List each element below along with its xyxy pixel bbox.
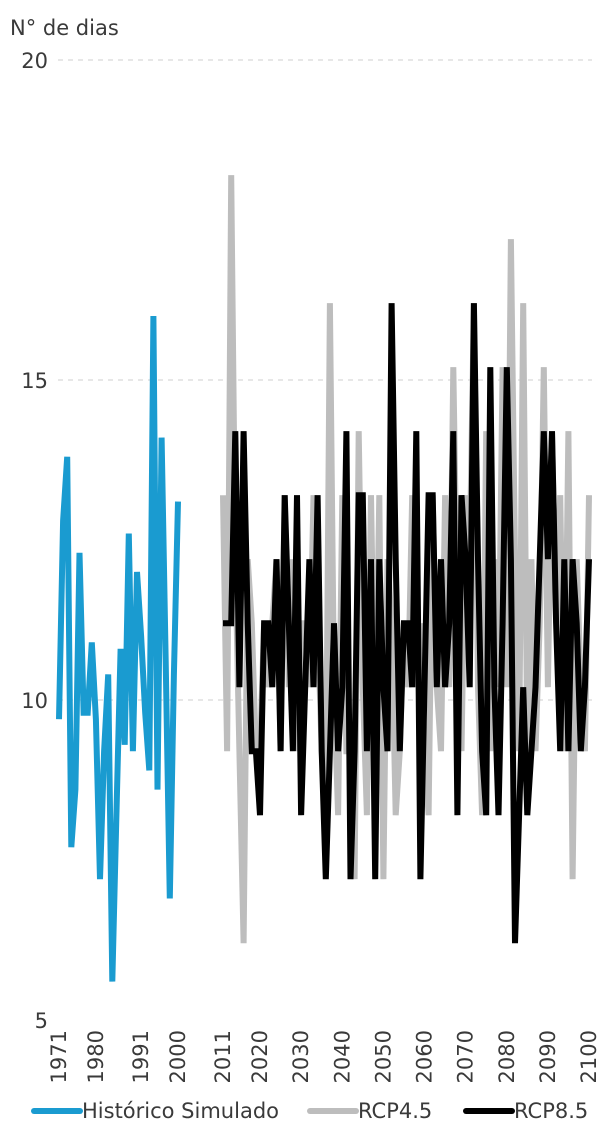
- x-tick-label: 2070: [454, 1030, 478, 1083]
- series-line-hist-rico-simulado: [56, 315, 181, 982]
- y-tick-label: 10: [21, 689, 48, 713]
- x-tick-label: 2050: [371, 1030, 395, 1083]
- legend-label: RCP8.5: [514, 1099, 588, 1123]
- y-axis-ticks: 5 10 15 20: [21, 49, 48, 1033]
- x-tick-label: 1980: [84, 1030, 108, 1083]
- x-tick-label: 2080: [495, 1030, 519, 1083]
- y-tick-label: 20: [21, 49, 48, 73]
- y-tick-label: 15: [21, 369, 48, 393]
- x-tick-label: 2100: [577, 1030, 599, 1083]
- x-tick-label: 1971: [47, 1030, 71, 1083]
- legend-label: Histórico Simulado: [82, 1099, 279, 1123]
- x-tick-label: 2020: [248, 1030, 272, 1083]
- x-axis-ticks: 1971 1980 1991 2000 2011 2020 2030 2040 2050 2060…: [47, 1030, 599, 1083]
- x-tick-label: 2040: [330, 1030, 354, 1083]
- x-tick-label: 2030: [289, 1030, 313, 1083]
- y-tick-label: 5: [35, 1009, 48, 1033]
- x-tick-label: 2000: [166, 1030, 190, 1083]
- x-tick-label: 2090: [536, 1030, 560, 1083]
- series-lines: [56, 175, 592, 982]
- legend-label: RCP4.5: [358, 1099, 432, 1123]
- x-tick-label: 1991: [129, 1030, 153, 1083]
- legend: Histórico Simulado RCP4.5 RCP8.5: [31, 1099, 588, 1123]
- series-line-rcp8-5: [223, 303, 592, 944]
- x-tick-label: 2011: [211, 1030, 235, 1083]
- y-axis-title: N° de dias: [10, 16, 119, 40]
- x-tick-label: 2060: [413, 1030, 437, 1083]
